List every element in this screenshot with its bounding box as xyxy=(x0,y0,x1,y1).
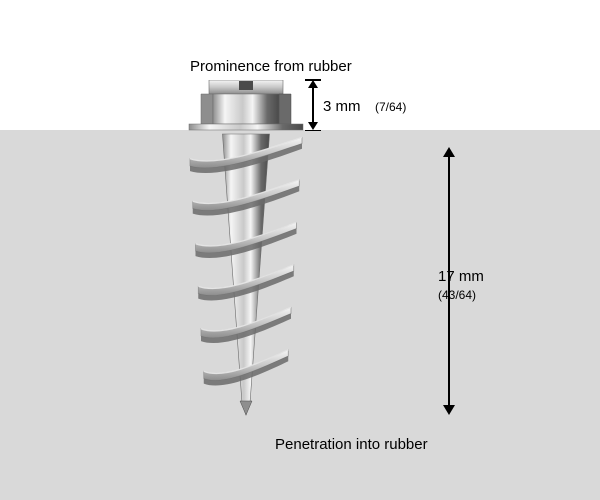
top-dimension-inches: (7/64) xyxy=(375,100,406,114)
screw-illustration xyxy=(170,80,322,425)
prominence-label: Prominence from rubber xyxy=(190,58,352,75)
side-dimension-mm: 17 mm xyxy=(438,268,484,285)
side-dimension-inches: (43/64) xyxy=(438,288,476,302)
top-dimension-mm: 3 mm xyxy=(323,98,361,115)
penetration-label: Penetration into rubber xyxy=(275,436,428,453)
